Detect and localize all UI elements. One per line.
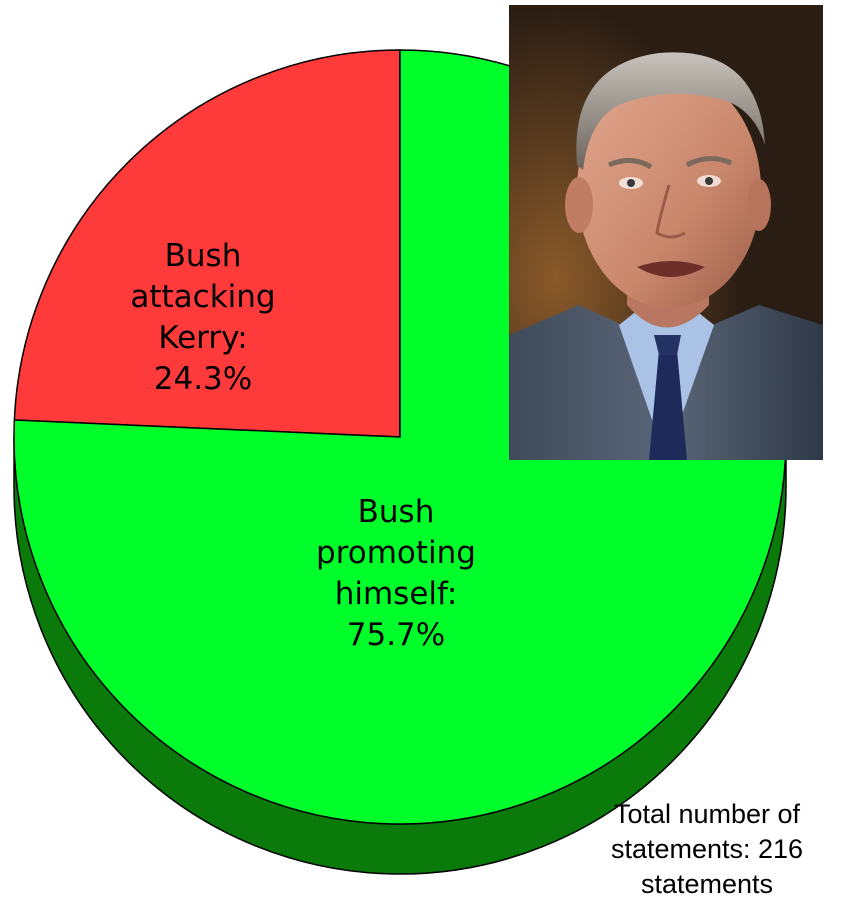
annotation-line: statements: 216 [610,834,804,864]
slice-label-bush-attacking-kerry: Bush attacking Kerry: 24.3% [130,236,275,400]
slice-label-bush-promoting-himself: Bush promoting himself: 75.7% [316,492,476,656]
slice-label-line: Bush [164,238,242,274]
annotation-line: Total number of [613,799,801,829]
slice-label-line: attacking [130,279,276,315]
annotation-line: statements [640,869,774,899]
slice-label-line: promoting [316,535,476,571]
slice-label-line: Kerry: [158,320,248,356]
slice-label-value: 24.3% [153,361,253,397]
slice-label-line: himself: [334,576,458,612]
total-statements-annotation: Total number of statements: 216 statemen… [562,797,849,902]
pie-slice-bush-attacking-kerry [13,49,401,438]
portrait-photo [509,5,823,460]
slice-label-value: 75.7% [346,617,446,653]
slice-label-line: Bush [357,494,435,530]
portrait-illustration [509,5,823,460]
